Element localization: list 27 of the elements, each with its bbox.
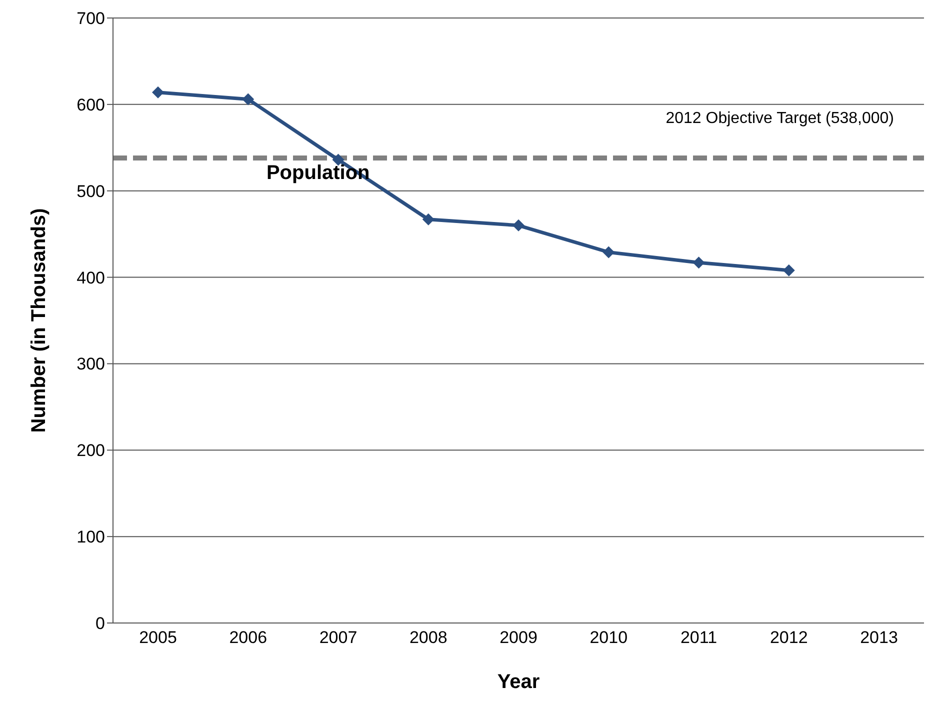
x-tick-label: 2011 bbox=[680, 628, 718, 648]
y-tick-label: 600 bbox=[76, 95, 105, 114]
point bbox=[602, 246, 615, 258]
point bbox=[152, 86, 164, 98]
x-tick-label: 2010 bbox=[590, 628, 628, 648]
ref-line-label: 2012 Objective Target (538,000) bbox=[666, 110, 894, 128]
y-axis-title: Number (in Thousands) bbox=[28, 208, 50, 433]
point bbox=[782, 264, 795, 276]
x-tick-label: 2007 bbox=[319, 628, 358, 648]
point bbox=[422, 213, 434, 226]
point bbox=[242, 93, 254, 106]
point bbox=[692, 256, 705, 269]
y-tick-label: 700 bbox=[76, 9, 105, 28]
y-tick-label: 400 bbox=[76, 268, 105, 288]
x-axis-title: Year bbox=[497, 671, 540, 693]
x-tick-label: 2009 bbox=[500, 628, 538, 648]
point bbox=[512, 219, 524, 232]
x-tick-label: 2006 bbox=[229, 628, 268, 648]
x-tick-label: 2012 bbox=[770, 628, 808, 648]
x-tick-label: 2005 bbox=[139, 628, 177, 648]
y-tick-label: 300 bbox=[76, 354, 105, 374]
y-tick-label: 0 bbox=[96, 614, 105, 634]
y-tick-label: 200 bbox=[76, 441, 105, 460]
x-tick-label: 2013 bbox=[860, 628, 898, 648]
x-tick-label: 2008 bbox=[409, 628, 448, 648]
y-tick-label: 500 bbox=[76, 182, 105, 201]
y-tick-label: 100 bbox=[76, 528, 105, 547]
